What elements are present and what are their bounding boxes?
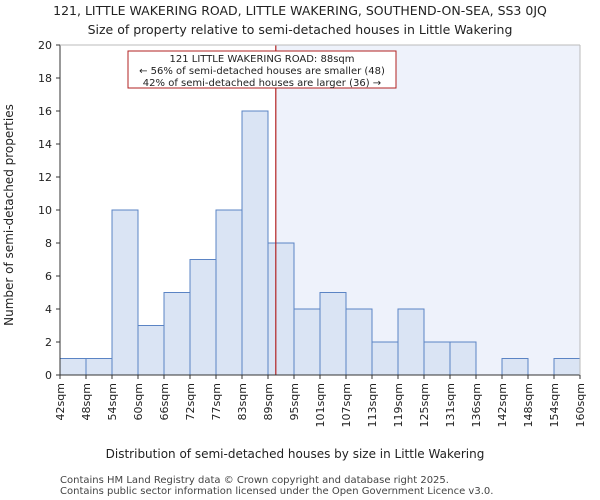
- annotation-box: 121 LITTLE WAKERING ROAD: 88sqm ← 56% of…: [127, 50, 397, 89]
- x-tick-label: 66sqm: [158, 383, 171, 420]
- bar-95sqm: [293, 308, 321, 376]
- x-tick-label: 107sqm: [340, 383, 353, 427]
- bar-131sqm: [449, 341, 477, 376]
- bar-48sqm: [85, 358, 113, 376]
- y-tick-label: 0: [45, 369, 52, 382]
- x-tick-label: 77sqm: [210, 383, 223, 420]
- annotation-border: [127, 50, 397, 89]
- x-tick-label: 131sqm: [444, 383, 457, 427]
- x-tick-label: 148sqm: [522, 383, 535, 427]
- x-tick-label: 119sqm: [392, 383, 405, 427]
- x-tick-label: 95sqm: [288, 383, 301, 420]
- annotation-line-2: ← 56% of semi-detached houses are smalle…: [139, 66, 385, 77]
- x-tick-label: 42sqm: [54, 383, 67, 420]
- chart-subtitle: Size of property relative to semi-detach…: [88, 22, 513, 37]
- bar-72sqm: [189, 259, 217, 376]
- y-tick-label: 20: [38, 39, 52, 52]
- y-tick-label: 12: [38, 171, 52, 184]
- bar-42sqm: [59, 358, 87, 376]
- bar-54sqm: [111, 209, 139, 376]
- annotation-line-3: 42% of semi-detached houses are larger (…: [143, 78, 381, 89]
- x-tick-label: 48sqm: [80, 383, 93, 420]
- bar-89sqm: [267, 242, 295, 376]
- y-axis-label: Number of semi-detached properties: [2, 104, 16, 326]
- x-tick-label: 113sqm: [366, 383, 379, 427]
- x-tick-label: 89sqm: [262, 383, 275, 420]
- x-tick-label: 60sqm: [132, 383, 145, 420]
- x-tick-label: 160sqm: [574, 383, 587, 427]
- y-tick-label: 2: [45, 336, 52, 349]
- x-tick-label: 54sqm: [106, 383, 119, 420]
- y-tick-label: 14: [38, 138, 52, 151]
- bar-119sqm: [397, 308, 425, 376]
- bar-101sqm: [319, 292, 347, 376]
- y-tick-label: 4: [45, 303, 52, 316]
- x-tick-label: 142sqm: [496, 383, 509, 427]
- y-tick-label: 6: [45, 270, 52, 283]
- bar-154sqm: [553, 358, 581, 376]
- x-axis-label: Distribution of semi-detached houses by …: [106, 447, 485, 461]
- y-tick-label: 10: [38, 204, 52, 217]
- bar-142sqm: [501, 358, 529, 376]
- bar-125sqm: [423, 341, 451, 376]
- x-tick-label: 154sqm: [548, 383, 561, 427]
- x-tick-label: 72sqm: [184, 383, 197, 420]
- plot-area: 0 2 4 6 8 10 12 14 16 18 20 42sqm 48sqm 54sqm 60sqm 66…: [38, 39, 587, 427]
- bar-60sqm: [137, 325, 165, 376]
- y-tick-label: 8: [45, 237, 52, 250]
- x-tick-label: 136sqm: [470, 383, 483, 427]
- y-tick-label: 16: [38, 105, 52, 118]
- bar-83sqm: [241, 110, 269, 376]
- bar-113sqm: [371, 341, 399, 376]
- x-tick-label: 125sqm: [418, 383, 431, 427]
- x-tick-label: 101sqm: [314, 383, 327, 427]
- bar-66sqm: [163, 292, 191, 376]
- chart-title: 121, LITTLE WAKERING ROAD, LITTLE WAKERI…: [53, 3, 547, 18]
- x-tick-label: 83sqm: [236, 383, 249, 420]
- annotation-line-1: 121 LITTLE WAKERING ROAD: 88sqm: [169, 54, 354, 65]
- footer-line-1: Contains HM Land Registry data © Crown c…: [60, 475, 449, 486]
- y-tick-label: 18: [38, 72, 52, 85]
- bar-107sqm: [345, 308, 373, 376]
- bar-77sqm: [215, 209, 243, 376]
- footer-line-2: Contains public sector information licen…: [60, 486, 493, 497]
